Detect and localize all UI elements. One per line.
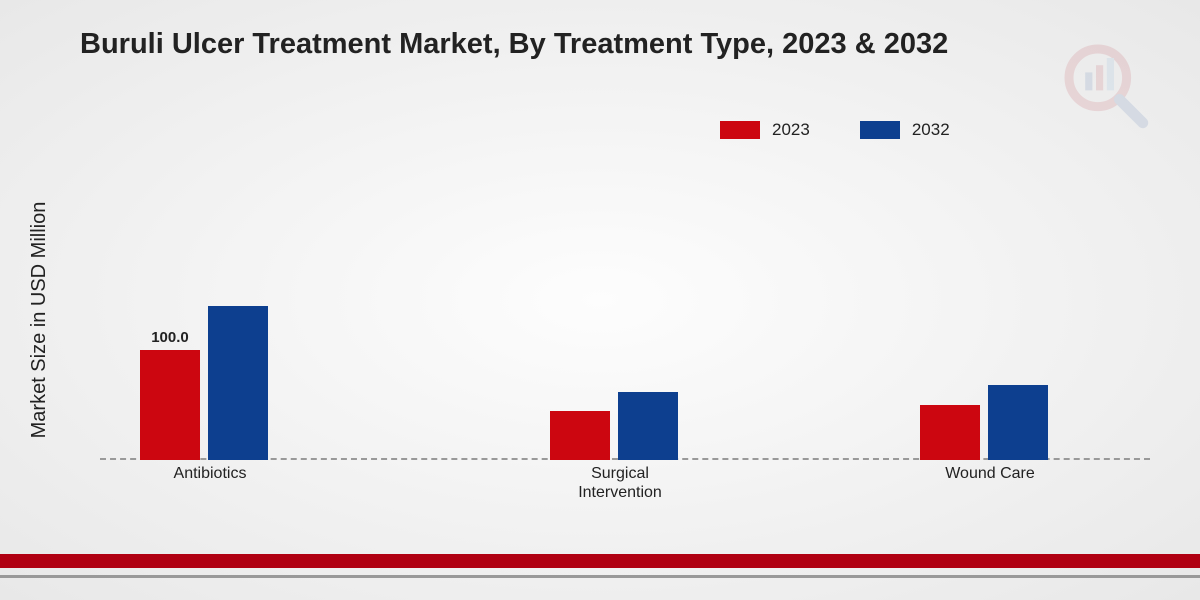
chart-title: Buruli Ulcer Treatment Market, By Treatm…	[80, 28, 948, 61]
cat-label-surgical: SurgicalIntervention	[520, 464, 720, 502]
legend-label-2023: 2023	[772, 120, 810, 140]
footer-accent-bar	[0, 554, 1200, 568]
bar-woundcare-2032	[988, 385, 1048, 460]
bar-woundcare-2023	[920, 405, 980, 460]
brand-logo-watermark	[1060, 40, 1150, 130]
bar-group-antibiotics: 100.0	[140, 306, 280, 460]
cat-label-woundcare: Wound Care	[890, 464, 1090, 483]
bar-group-surgical	[550, 392, 690, 460]
cat-label-antibiotics: Antibiotics	[110, 464, 310, 483]
bar-antibiotics-2023	[140, 350, 200, 460]
bar-antibiotics-2032	[208, 306, 268, 460]
legend-item-2023: 2023	[720, 120, 810, 140]
footer-divider-line	[0, 575, 1200, 578]
legend-item-2032: 2032	[860, 120, 950, 140]
legend: 2023 2032	[720, 120, 950, 140]
y-axis-label: Market Size in USD Million	[28, 202, 51, 439]
legend-swatch-2032	[860, 121, 900, 139]
legend-label-2032: 2032	[912, 120, 950, 140]
bar-group-woundcare	[920, 385, 1060, 460]
category-labels: Antibiotics SurgicalIntervention Wound C…	[100, 460, 1160, 510]
legend-swatch-2023	[720, 121, 760, 139]
bar-value-label: 100.0	[140, 329, 200, 346]
bar-surgical-2032	[618, 392, 678, 460]
chart-plot-area: 100.0	[100, 180, 1160, 460]
bar-surgical-2023	[550, 411, 610, 461]
